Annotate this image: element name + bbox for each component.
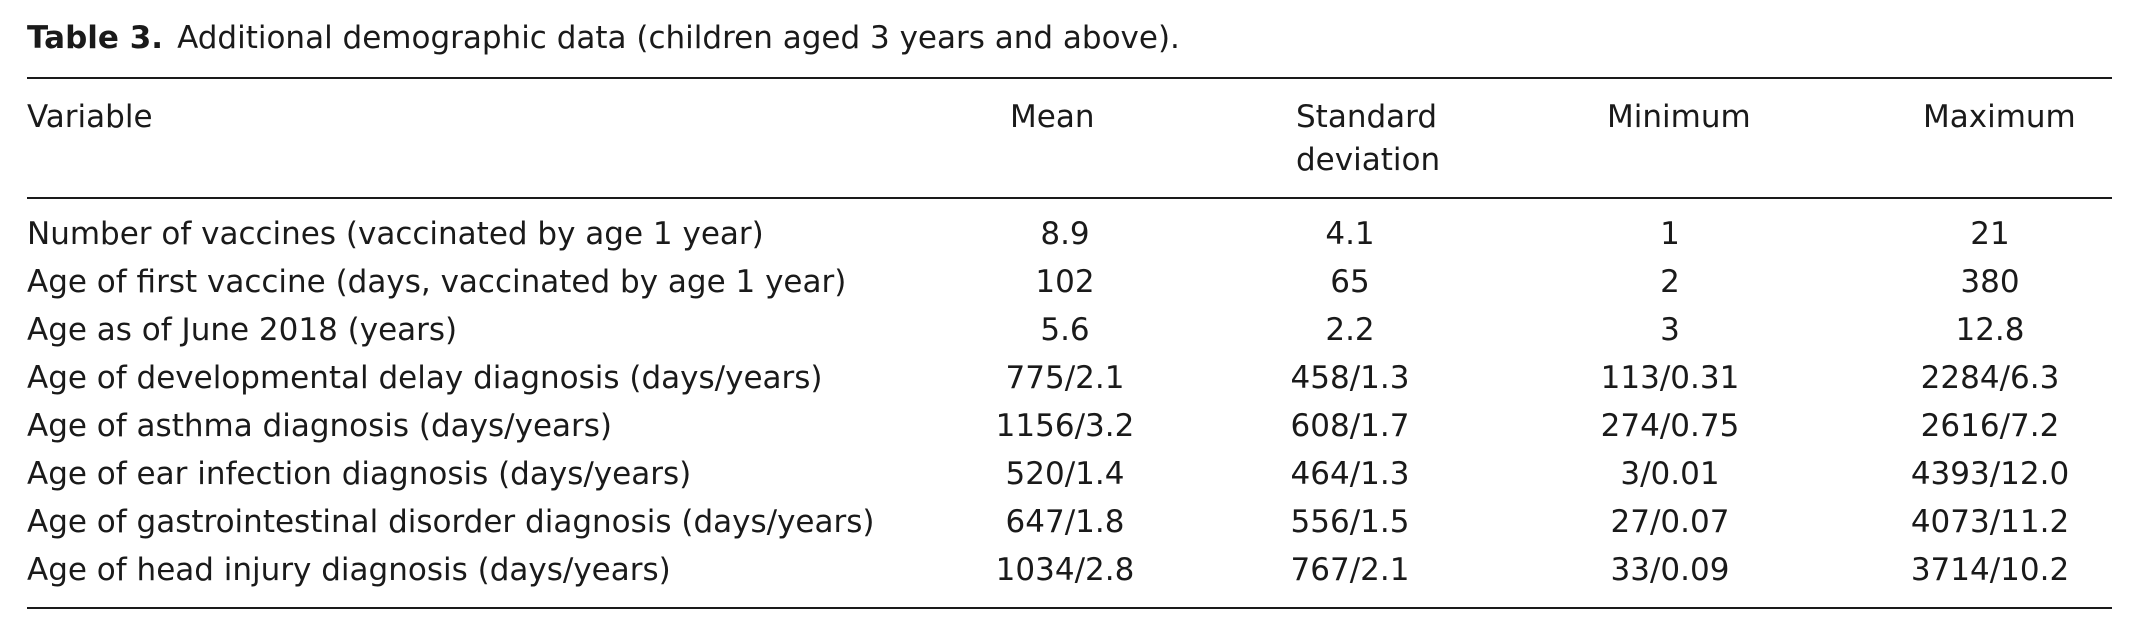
cell-max: 21 — [1970, 216, 2010, 252]
table-bottom-rule — [27, 607, 2112, 609]
cell-max: 2284/6.3 — [1920, 360, 2060, 396]
cell-mean: 520/1.4 — [1005, 456, 1125, 492]
cell-variable: Age of head injury diagnosis (days/years… — [27, 552, 671, 588]
table-header-rule — [27, 197, 2112, 199]
cell-sd: 767/2.1 — [1290, 552, 1410, 588]
cell-min: 3 — [1660, 312, 1680, 348]
cell-min: 1 — [1660, 216, 1680, 252]
cell-mean: 5.6 — [1040, 312, 1090, 348]
table-row: Number of vaccines (vaccinated by age 1 … — [0, 210, 2135, 258]
cell-min: 274/0.75 — [1600, 408, 1740, 444]
header-variable: Variable — [27, 99, 153, 135]
cell-variable: Age of gastrointestinal disorder diagnos… — [27, 504, 875, 540]
cell-max: 2616/7.2 — [1920, 408, 2060, 444]
table-row: Age of asthma diagnosis (days/years) 115… — [0, 402, 2135, 450]
cell-sd: 556/1.5 — [1290, 504, 1410, 540]
table-top-rule — [27, 77, 2112, 79]
cell-min: 27/0.07 — [1610, 504, 1730, 540]
table-caption-text: Additional demographic data (children ag… — [177, 20, 1180, 56]
cell-max: 4393/12.0 — [1910, 456, 2070, 492]
cell-min: 2 — [1660, 264, 1680, 300]
table-caption-label: Table 3. — [27, 20, 164, 56]
header-standard-deviation: Standard deviation — [1296, 99, 1441, 178]
cell-variable: Age of first vaccine (days, vaccinated b… — [27, 264, 847, 300]
cell-min: 3/0.01 — [1620, 456, 1720, 492]
cell-max: 380 — [1960, 264, 2020, 300]
header-maximum: Maximum — [1923, 99, 2076, 135]
table-row: Age of developmental delay diagnosis (da… — [0, 354, 2135, 402]
cell-variable: Number of vaccines (vaccinated by age 1 … — [27, 216, 764, 252]
header-mean: Mean — [1010, 99, 1095, 135]
cell-mean: 102 — [1035, 264, 1095, 300]
cell-min: 33/0.09 — [1610, 552, 1730, 588]
cell-sd: 458/1.3 — [1290, 360, 1410, 396]
cell-variable: Age as of June 2018 (years) — [27, 312, 458, 348]
cell-variable: Age of asthma diagnosis (days/years) — [27, 408, 613, 444]
cell-max: 4073/11.2 — [1910, 504, 2070, 540]
table-row: Age of head injury diagnosis (days/years… — [0, 546, 2135, 594]
table-row: Age as of June 2018 (years) 5.6 2.2 3 12… — [0, 306, 2135, 354]
cell-sd: 608/1.7 — [1290, 408, 1410, 444]
cell-sd: 464/1.3 — [1290, 456, 1410, 492]
cell-sd: 2.2 — [1325, 312, 1375, 348]
table-row: Age of first vaccine (days, vaccinated b… — [0, 258, 2135, 306]
cell-mean: 8.9 — [1040, 216, 1090, 252]
cell-max: 3714/10.2 — [1910, 552, 2070, 588]
table-row: Age of ear infection diagnosis (days/yea… — [0, 450, 2135, 498]
cell-mean: 647/1.8 — [1005, 504, 1125, 540]
header-minimum: Minimum — [1607, 99, 1751, 135]
cell-max: 12.8 — [1955, 312, 2025, 348]
cell-variable: Age of developmental delay diagnosis (da… — [27, 360, 823, 396]
table-caption: Table 3. Additional demographic data (chi… — [27, 18, 1180, 58]
cell-mean: 775/2.1 — [1005, 360, 1125, 396]
table-row: Age of gastrointestinal disorder diagnos… — [0, 498, 2135, 546]
cell-mean: 1034/2.8 — [995, 552, 1135, 588]
table-body: Number of vaccines (vaccinated by age 1 … — [0, 210, 2135, 594]
cell-variable: Age of ear infection diagnosis (days/yea… — [27, 456, 692, 492]
cell-min: 113/0.31 — [1600, 360, 1740, 396]
cell-sd: 4.1 — [1325, 216, 1375, 252]
cell-sd: 65 — [1330, 264, 1370, 300]
cell-mean: 1156/3.2 — [995, 408, 1135, 444]
